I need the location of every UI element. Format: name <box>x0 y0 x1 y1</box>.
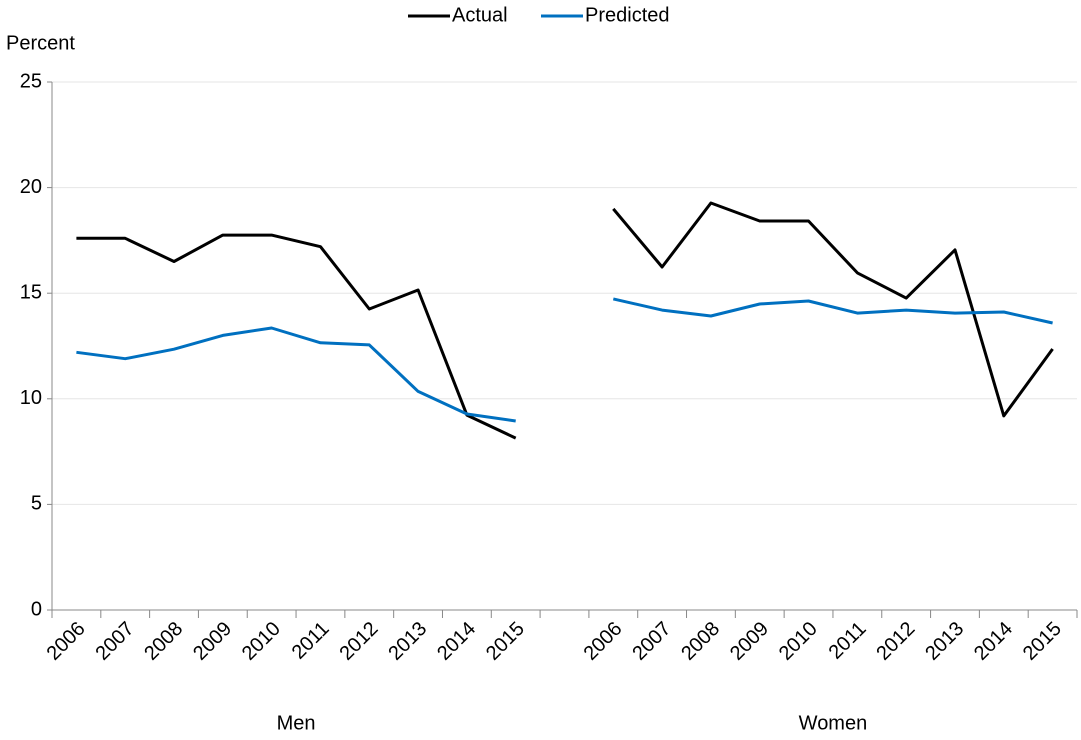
x-tick-label: 2006 <box>43 618 90 665</box>
x-tick-label: 2011 <box>288 618 334 664</box>
y-tick-label: 0 <box>31 598 42 620</box>
group-label: Women <box>799 712 868 734</box>
x-tick-label: 2009 <box>726 618 773 665</box>
y-tick-label: 10 <box>20 387 42 409</box>
x-tick-label: 2015 <box>482 618 529 665</box>
x-tick-label: 2012 <box>336 618 383 665</box>
x-tick-label: 2013 <box>384 618 431 665</box>
x-tick-label: 2008 <box>677 618 724 665</box>
group-label: Men <box>277 712 316 734</box>
data-line <box>76 201 1054 440</box>
x-tick-label: 2013 <box>921 618 968 665</box>
x-tick-label: 2015 <box>1019 618 1066 665</box>
y-tick-label: 5 <box>31 493 42 515</box>
y-tick-label: 15 <box>20 281 42 303</box>
data-line <box>76 297 1053 423</box>
x-tick-label: 2014 <box>433 618 480 665</box>
x-tick-label: 2014 <box>970 618 1017 665</box>
x-tick-label: 2007 <box>628 618 675 665</box>
x-tick-label: 2010 <box>775 618 822 665</box>
y-axis-label: Percent <box>6 32 75 54</box>
x-tick-label: 2010 <box>238 618 285 665</box>
x-tick-label: 2012 <box>872 618 919 665</box>
x-tick-label: 2008 <box>140 618 187 665</box>
legend-label: Predicted <box>585 4 670 26</box>
x-tick-label: 2006 <box>580 618 627 665</box>
x-tick-label: 2007 <box>91 618 138 665</box>
y-tick-label: 20 <box>20 176 42 198</box>
x-tick-label: 2011 <box>825 618 871 664</box>
y-tick-label: 25 <box>20 70 42 92</box>
x-tick-label: 2009 <box>189 618 236 665</box>
legend-label: Actual <box>452 4 508 26</box>
